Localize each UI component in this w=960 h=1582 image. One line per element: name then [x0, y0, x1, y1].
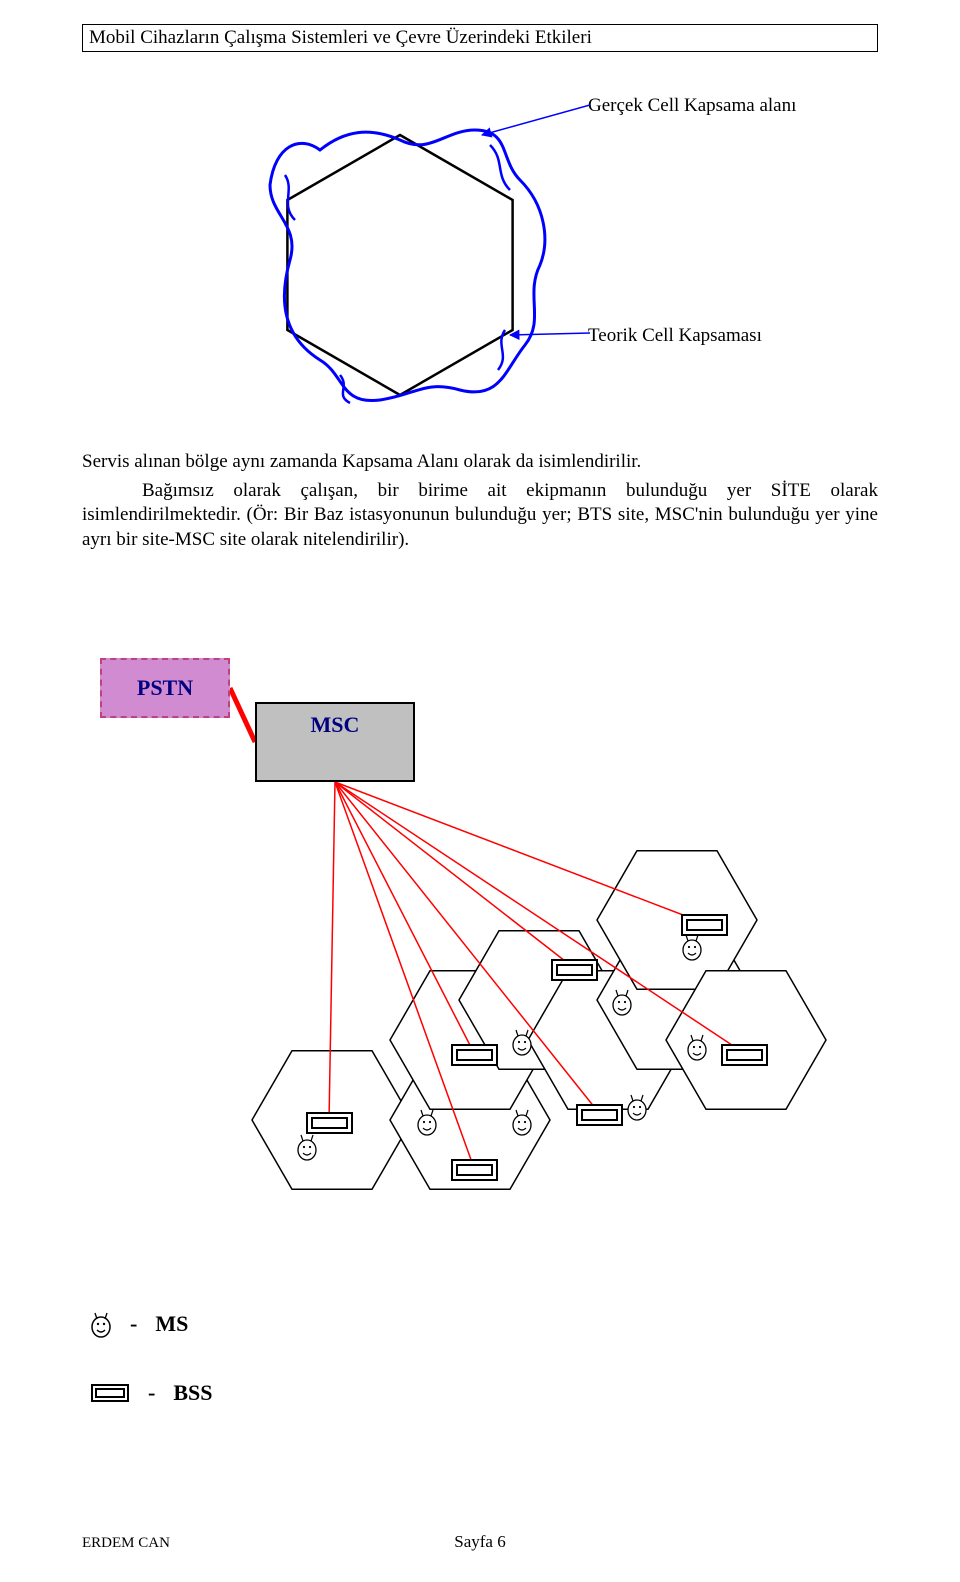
header-title-text: Mobil Cihazların Çalışma Sistemleri ve Ç…: [89, 27, 592, 48]
legend-ms-label: MS: [155, 1311, 188, 1337]
smiley-icon: [90, 1310, 112, 1338]
legend-dash: -: [130, 1311, 137, 1337]
body-text: Servis alınan bölge aynı zamanda Kapsama…: [82, 450, 878, 557]
page-header-title: Mobil Cihazların Çalışma Sistemleri ve Ç…: [82, 24, 878, 52]
msc-box: MSC: [255, 702, 415, 782]
pstn-label: PSTN: [137, 675, 193, 701]
legend-dash-2: -: [148, 1380, 155, 1406]
label-theory-cell: Teorik Cell Kapsaması: [588, 325, 762, 347]
legend-ms: - MS: [90, 1310, 188, 1338]
network-svg: [82, 640, 878, 1260]
bss-rect-icon: [90, 1382, 130, 1404]
legend-bss-label: BSS: [173, 1380, 212, 1406]
paragraph-1: Servis alınan bölge aynı zamanda Kapsama…: [82, 450, 878, 475]
footer-page: Sayfa 6: [454, 1532, 505, 1552]
paragraph-2: Bağımsız olarak çalışan, bir birime ait …: [82, 479, 878, 553]
msc-label: MSC: [311, 712, 360, 738]
pstn-box: PSTN: [100, 658, 230, 718]
network-diagram: PSTN MSC: [82, 640, 878, 1260]
cell-coverage-diagram: [250, 75, 590, 415]
label-real-cell: Gerçek Cell Kapsama alanı: [588, 95, 796, 117]
footer-author: ERDEM CAN: [82, 1535, 170, 1552]
legend-bss: - BSS: [90, 1380, 212, 1406]
